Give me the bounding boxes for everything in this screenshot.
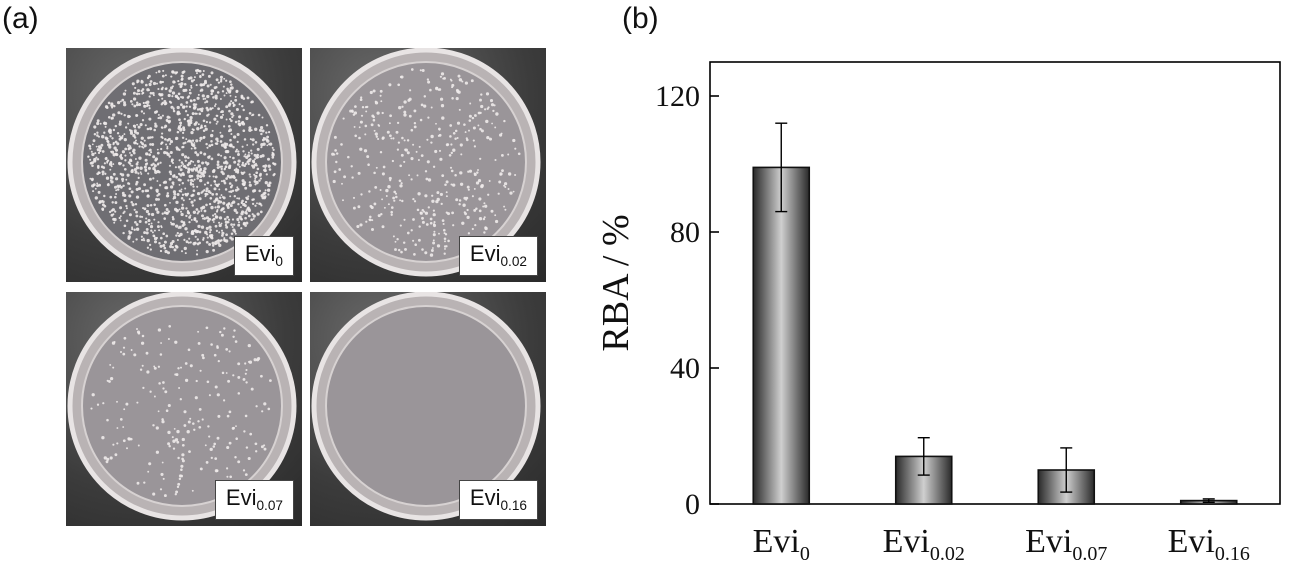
panel-b-label: (b) <box>622 2 659 35</box>
plate-label: Evi0 <box>233 236 294 276</box>
plot-frame <box>709 61 1281 505</box>
y-tick-label: 80 <box>670 216 700 249</box>
y-tick-label: 120 <box>655 80 700 113</box>
x-tick-label: Evi0.07 <box>1025 523 1107 560</box>
petri-dish-plate: Evi0.16 <box>310 292 546 526</box>
plate-label: Evi0.16 <box>458 480 538 520</box>
plate-label: Evi0.02 <box>458 236 538 276</box>
petri-dish-plate: Evi0.07 <box>66 292 302 526</box>
petri-dish-plate: Evi0.02 <box>310 48 546 282</box>
plate-label: Evi0.07 <box>214 480 294 520</box>
panel-a-label: (a) <box>2 2 39 35</box>
bar <box>752 166 811 505</box>
x-tick-label: Evi0.16 <box>1168 523 1250 560</box>
rba-bar-chart: 0 40 80 120 Evi0 Evi0.02 Evi0.07 Evi0.16 RBA / % <box>595 61 1281 560</box>
petri-dish-plate: Evi0 <box>66 48 302 282</box>
y-tick-label: 0 <box>685 488 700 521</box>
x-tick-label: Evi0 <box>753 523 810 560</box>
y-tick-label: 40 <box>670 352 700 385</box>
x-tick-label: Evi0.02 <box>883 523 965 560</box>
y-axis-label: RBA / % <box>595 214 637 351</box>
